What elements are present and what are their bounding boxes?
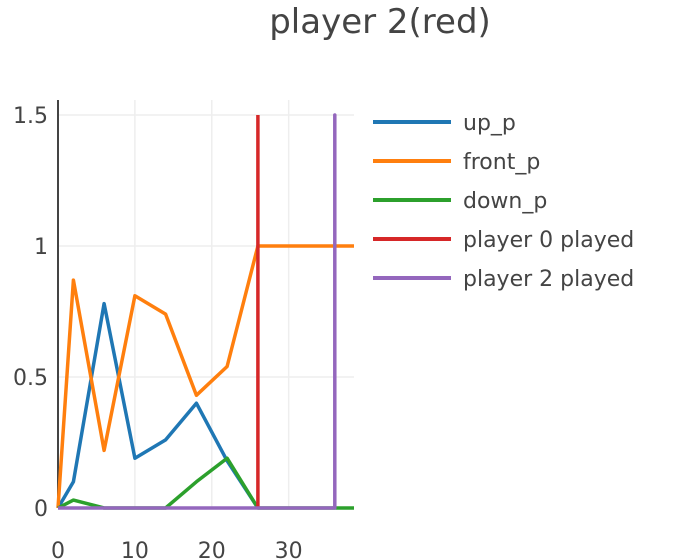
legend-label: down_p	[463, 189, 547, 214]
x-tick-label: 30	[275, 539, 303, 560]
x-tick-label: 0	[51, 539, 65, 560]
y-tick-label: 0	[34, 497, 48, 522]
legend-item[interactable]: front_p	[373, 150, 540, 175]
series-line-down_p	[57, 456, 354, 510]
series-line-up_p	[56, 301, 260, 509]
tick-labels: 0 0.5 1 1.5 0 10 20 30	[13, 104, 303, 560]
x-tick-label: 20	[198, 539, 226, 560]
series-line-front_p	[56, 244, 354, 509]
legend-label: player 2 played	[463, 267, 634, 292]
legend-item[interactable]: down_p	[373, 189, 547, 214]
series-lines	[56, 113, 354, 510]
legend-item[interactable]: player 2 played	[373, 267, 634, 292]
x-tick-label: 10	[121, 539, 149, 560]
series-line-player-2-played	[58, 113, 337, 510]
y-tick-label: 1	[34, 235, 48, 260]
legend-item[interactable]: up_p	[373, 111, 516, 136]
legend-label: up_p	[463, 111, 516, 136]
legend-item[interactable]: player 0 played	[373, 228, 634, 253]
grid-lines	[58, 100, 354, 508]
legend-label: player 0 played	[463, 228, 634, 253]
legend-label: front_p	[463, 150, 540, 175]
y-tick-label: 0.5	[13, 366, 48, 391]
chart-title: player 2(red)	[269, 2, 491, 42]
y-tick-label: 1.5	[13, 104, 48, 129]
